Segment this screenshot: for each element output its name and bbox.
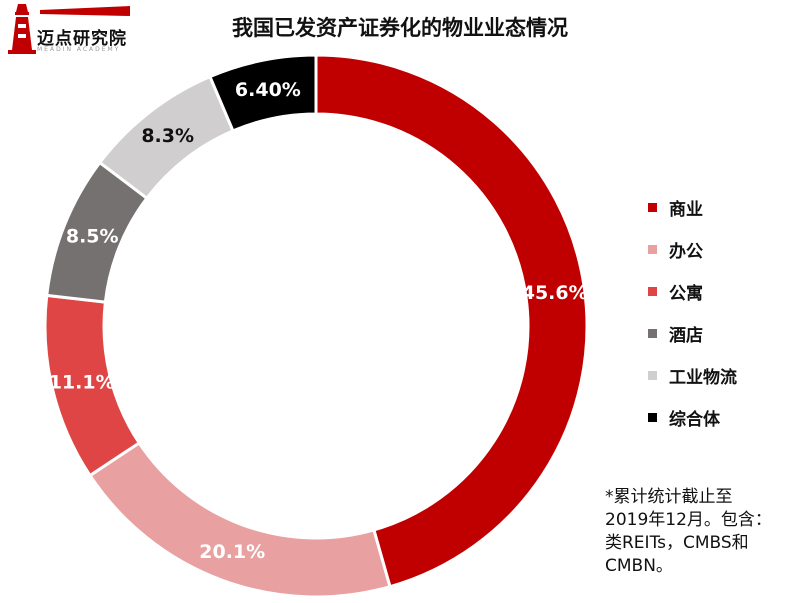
footnote: *累计统计截止至 2019年12月。包含： 类REITs，CMBS和 CMBN。 [605, 486, 795, 578]
slice-label: 20.1% [199, 541, 265, 563]
slice-label: 11.1% [49, 371, 115, 393]
donut-slice [207, 53, 318, 133]
legend-swatch [648, 202, 657, 212]
legend-swatch [648, 412, 657, 422]
legend-item: 酒店 [648, 312, 737, 354]
legend-label: 办公 [669, 241, 703, 262]
donut-slice [314, 53, 589, 589]
footnote-line: CMBN。 [605, 556, 673, 576]
legend-label: 工业物流 [669, 367, 737, 388]
donut-slice [87, 440, 392, 599]
legend-item: 公寓 [648, 270, 737, 312]
legend-item: 综合体 [648, 396, 737, 438]
legend-item: 办公 [648, 228, 737, 270]
logo-name: 迈点研究院 [37, 29, 127, 49]
logo: 迈点研究院 MEADIN ACADEMY [4, 2, 130, 62]
slice-label: 8.5% [66, 226, 119, 248]
legend-swatch [648, 286, 657, 296]
legend-swatch [648, 370, 657, 380]
legend-swatch [648, 328, 657, 338]
legend-label: 酒店 [669, 325, 703, 346]
logo-subtitle: MEADIN ACADEMY [37, 46, 121, 53]
chart-title: 我国已发资产证券化的物业业态情况 [232, 16, 568, 40]
legend-label: 公寓 [669, 283, 703, 304]
slice-label: 8.3% [141, 125, 194, 147]
footnote-line: 2019年12月。包含： [605, 510, 772, 530]
legend-label: 综合体 [669, 409, 720, 430]
legend-swatch [648, 244, 657, 254]
chart-legend: 商业办公公寓酒店工业物流综合体 [648, 186, 737, 438]
legend-item: 工业物流 [648, 354, 737, 396]
slice-label: 45.6% [522, 282, 588, 304]
logo-banner [40, 6, 130, 16]
legend-label: 商业 [669, 199, 703, 220]
footnote-line: 类REITs，CMBS和 [605, 533, 749, 553]
legend-item: 商业 [648, 186, 737, 228]
footnote-line: *累计统计截止至 [605, 487, 733, 507]
lighthouse-icon [8, 4, 36, 54]
slice-label: 6.40% [235, 79, 301, 101]
